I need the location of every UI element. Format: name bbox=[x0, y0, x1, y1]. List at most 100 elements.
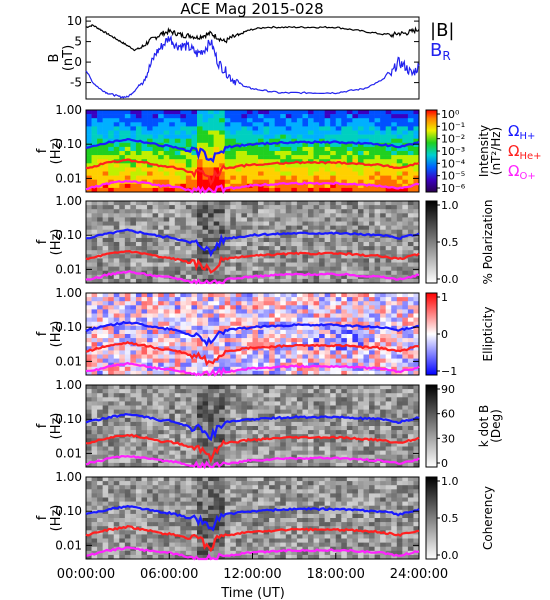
ellipticity-cell bbox=[296, 297, 303, 302]
ellipticity-cell bbox=[341, 346, 348, 351]
polarization-cell bbox=[302, 262, 309, 267]
polarization-cell bbox=[224, 254, 231, 259]
ellipticity-cell bbox=[402, 313, 409, 318]
polarization-cell bbox=[363, 242, 370, 247]
kdotb-cell bbox=[252, 389, 259, 394]
ellipticity-cell bbox=[269, 334, 275, 339]
ellipticity-cell bbox=[263, 366, 270, 372]
ellipticity-cell bbox=[86, 305, 92, 310]
polarization-cell bbox=[241, 213, 248, 218]
polarization-cell bbox=[235, 237, 242, 243]
ellipticity-cell bbox=[208, 297, 214, 302]
kdotb-cell bbox=[252, 413, 259, 419]
ellipticity-cell bbox=[202, 366, 209, 372]
intensity-cell bbox=[274, 183, 281, 189]
ellipticity-cell bbox=[185, 362, 192, 368]
kdotb-cell bbox=[147, 393, 153, 398]
polarization-cell bbox=[319, 270, 325, 276]
polarization-cell bbox=[341, 250, 348, 255]
intensity-colorbar-tick-label: 10⁻³ bbox=[441, 145, 465, 158]
ellipticity-cell bbox=[324, 366, 331, 372]
polarization-cell bbox=[97, 221, 103, 226]
polarization-cell bbox=[219, 262, 226, 267]
kdotb-cell bbox=[380, 450, 386, 455]
ellipticity-ylabel: f bbox=[35, 331, 50, 336]
intensity-cell bbox=[130, 130, 137, 135]
intensity-cell bbox=[119, 142, 126, 148]
polarization-cell bbox=[396, 237, 403, 243]
kdotb-cell bbox=[124, 421, 131, 427]
polarization-cell bbox=[269, 254, 275, 259]
kdotb-cell bbox=[91, 446, 98, 451]
kdotb-cell bbox=[330, 405, 337, 410]
kdotb-cell bbox=[258, 442, 264, 447]
intensity-cell bbox=[124, 167, 131, 172]
intensity-cell bbox=[335, 118, 342, 123]
ellipticity-cell bbox=[185, 305, 192, 310]
intensity-cell bbox=[91, 110, 98, 115]
kdotb-cell bbox=[380, 409, 386, 414]
ellipticity-cell bbox=[113, 334, 120, 339]
intensity-cell bbox=[280, 151, 287, 156]
polarization-cell bbox=[296, 242, 303, 247]
intensity-cell bbox=[369, 171, 375, 176]
intensity-cell bbox=[86, 122, 92, 127]
ellipticity-cell bbox=[108, 293, 115, 298]
ellipticity-cell bbox=[324, 325, 331, 331]
coherency-cell bbox=[91, 489, 98, 494]
kdotb-cell bbox=[213, 442, 220, 447]
polarization-colorbar bbox=[425, 200, 438, 284]
ellipticity-cell bbox=[413, 297, 420, 302]
kdotb-cell bbox=[174, 450, 181, 455]
polarization-cell bbox=[274, 270, 281, 276]
polarization-cell bbox=[302, 225, 309, 230]
ellipticity-panel-frame bbox=[85, 292, 420, 376]
ellipticity-cell bbox=[324, 362, 331, 368]
kdotb-cell bbox=[391, 458, 398, 464]
polarization-cell bbox=[402, 221, 409, 226]
intensity-cell bbox=[208, 151, 214, 156]
kdotb-cell bbox=[352, 413, 359, 419]
kdotb-cell bbox=[269, 446, 275, 451]
polarization-cell bbox=[380, 217, 386, 222]
ellipticity-cell bbox=[380, 334, 386, 339]
kdotb-cell bbox=[363, 458, 370, 464]
kdotb-cell bbox=[402, 389, 409, 394]
polarization-cell bbox=[335, 213, 342, 218]
ellipticity-cell bbox=[180, 338, 187, 343]
polarization-cell bbox=[313, 246, 320, 251]
polarization-cell bbox=[97, 205, 103, 210]
polarization-cell bbox=[113, 254, 120, 259]
kdotb-cell bbox=[213, 454, 220, 460]
polarization-cell bbox=[252, 258, 259, 263]
intensity-cell bbox=[213, 175, 220, 180]
kdotb-cell bbox=[396, 413, 403, 419]
intensity-colorbar-label: Intensity bbox=[477, 125, 491, 177]
polarization-cell bbox=[385, 221, 392, 226]
polarization-cell bbox=[352, 237, 359, 243]
ellipticity-cell bbox=[213, 293, 220, 298]
ellipticity-cell bbox=[308, 370, 314, 376]
kdotb-cell bbox=[391, 430, 398, 435]
intensity-cell bbox=[202, 122, 209, 127]
intensity-cell bbox=[124, 171, 131, 176]
polarization-cell bbox=[252, 237, 259, 243]
kdotb-cell bbox=[191, 393, 198, 398]
intensity-cell bbox=[158, 167, 164, 172]
intensity-cell bbox=[291, 155, 298, 160]
kdotb-cell bbox=[163, 434, 170, 439]
intensity-cell bbox=[246, 110, 253, 115]
ellipticity-cell bbox=[163, 297, 170, 302]
polarization-cell bbox=[258, 221, 264, 226]
ellipticity-cell bbox=[341, 366, 348, 372]
intensity-cell bbox=[102, 126, 109, 131]
kdotb-cell bbox=[208, 413, 214, 419]
polarization-cell bbox=[124, 246, 131, 251]
ellipticity-cell bbox=[174, 342, 181, 347]
kdotb-cell bbox=[357, 385, 364, 390]
ellipticity-cell bbox=[102, 370, 109, 376]
coherency-cell bbox=[86, 501, 92, 506]
kdotb-cell bbox=[280, 413, 287, 419]
polarization-cell bbox=[369, 217, 375, 222]
